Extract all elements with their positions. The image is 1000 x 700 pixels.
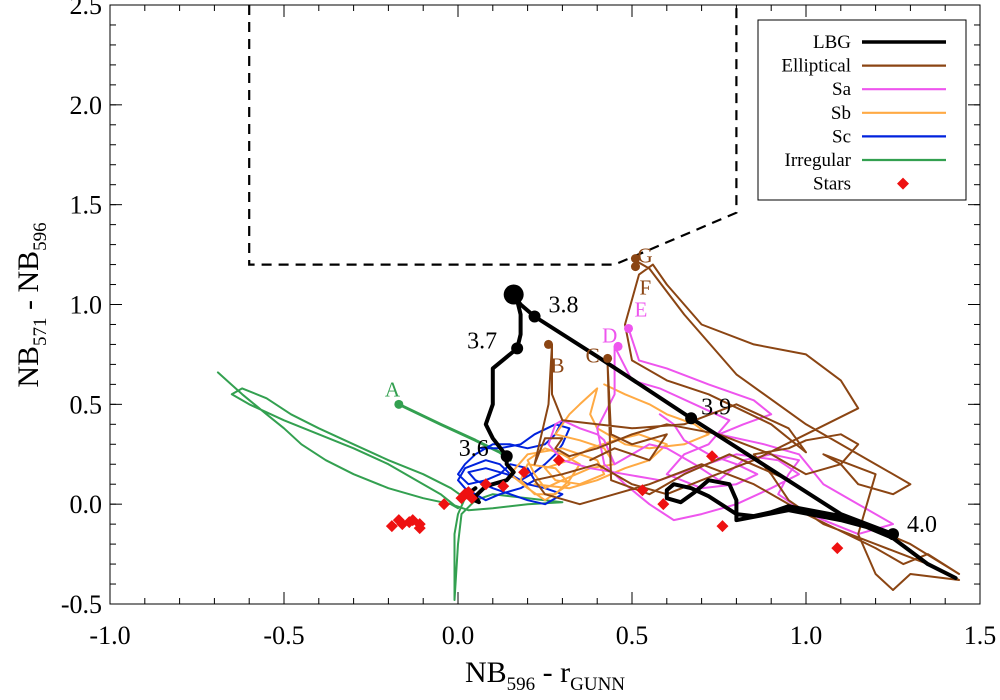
series-line-irregular — [216, 371, 564, 601]
svg-text:NB571 - NB596: NB571 - NB596 — [12, 222, 51, 387]
legend-label-sc: Sc — [832, 126, 851, 147]
redshift-label: 3.8 — [549, 292, 579, 318]
y-tick-label: 0.0 — [70, 490, 103, 519]
template-label: B — [550, 353, 564, 377]
star-point — [518, 466, 531, 479]
x-tick-label: 1.0 — [790, 621, 823, 650]
legend-swatch-stars — [897, 177, 909, 190]
template-start-dot — [613, 341, 623, 351]
x-tick-label: 1.5 — [964, 621, 997, 650]
legend-label-sb: Sb — [831, 103, 851, 124]
template-start-dot — [394, 399, 404, 409]
template-start-dot — [630, 254, 640, 264]
legend-label-irregular: Irregular — [785, 150, 852, 171]
redshift-label: 3.9 — [701, 394, 731, 420]
series-line-lbg — [463, 292, 958, 580]
star-point — [497, 480, 510, 493]
template-start-dot — [603, 353, 613, 363]
redshift-label: 4.0 — [907, 512, 937, 538]
y-tick-label: 1.0 — [70, 291, 103, 320]
series-line-sc — [457, 419, 571, 506]
redshift-marker-dot — [685, 412, 698, 425]
x-tick-label: 0.5 — [616, 621, 649, 650]
redshift-markers — [500, 284, 899, 541]
lbg-start-point — [503, 284, 524, 305]
star-point — [413, 522, 426, 535]
tick-labels: -1.0 -0.5 0.0 0.5 1.0 1.5-0.50.00.51.01.52.02… — [61, 0, 996, 650]
plot-frame — [109, 4, 981, 605]
legend-label-sa: Sa — [832, 79, 852, 100]
template-label: E — [635, 297, 648, 321]
template-label: C — [586, 343, 600, 367]
series-line-sb — [509, 383, 710, 502]
template-label: A — [385, 377, 401, 401]
y-axis-title: NB571 - NB596 — [12, 222, 51, 387]
star-point — [552, 454, 565, 467]
template-start-dot — [624, 323, 634, 333]
star-point — [831, 542, 844, 555]
redshift-marker-dot — [887, 528, 899, 541]
star-point — [385, 520, 398, 533]
x-tick-label: -0.5 — [263, 621, 304, 650]
y-tick-label: 1.5 — [70, 191, 103, 220]
star-point — [465, 492, 478, 505]
template-label: D — [602, 323, 617, 347]
redshift-label: 3.6 — [459, 436, 489, 462]
y-tick-label: -0.5 — [61, 590, 102, 619]
series-line-irregular-track-a — [397, 402, 512, 462]
x-axis-title: NB596 - rGUNN — [465, 656, 625, 695]
x-tick-label: -1.0 — [89, 621, 130, 650]
template-label: G — [637, 244, 652, 268]
redshift-marker-dot — [511, 342, 524, 355]
y-tick-label: 0.5 — [70, 390, 103, 419]
legend-label-elliptical: Elliptical — [781, 56, 851, 77]
x-tick-label: 0.0 — [442, 621, 475, 650]
legend-label-lbg: LBG — [813, 32, 851, 53]
series-line-elliptical — [533, 257, 961, 591]
svg-text:NB596 - rGUNN: NB596 - rGUNN — [465, 656, 625, 695]
star-point — [438, 498, 451, 511]
legend-box — [757, 19, 967, 201]
template-start-dot — [630, 262, 640, 272]
selection-region — [248, 5, 738, 266]
redshift-marker-dot — [500, 450, 513, 463]
star-point — [716, 520, 729, 533]
star-point — [706, 450, 719, 463]
star-point — [657, 498, 670, 511]
y-tick-label: 2.0 — [70, 91, 103, 120]
star-point — [479, 478, 492, 491]
redshift-marker-dot — [528, 310, 541, 323]
stars-layer — [385, 450, 844, 555]
selection-region-boundary — [248, 5, 738, 266]
template-label: F — [639, 276, 651, 300]
legend-label-stars: Stars — [813, 174, 851, 195]
y-tick-label: 2.5 — [70, 0, 103, 20]
series-line-sa — [547, 327, 894, 536]
template-start-dot — [543, 339, 553, 349]
star-point — [636, 484, 649, 497]
series-layer — [216, 257, 961, 601]
redshift-label: 3.7 — [467, 328, 497, 354]
